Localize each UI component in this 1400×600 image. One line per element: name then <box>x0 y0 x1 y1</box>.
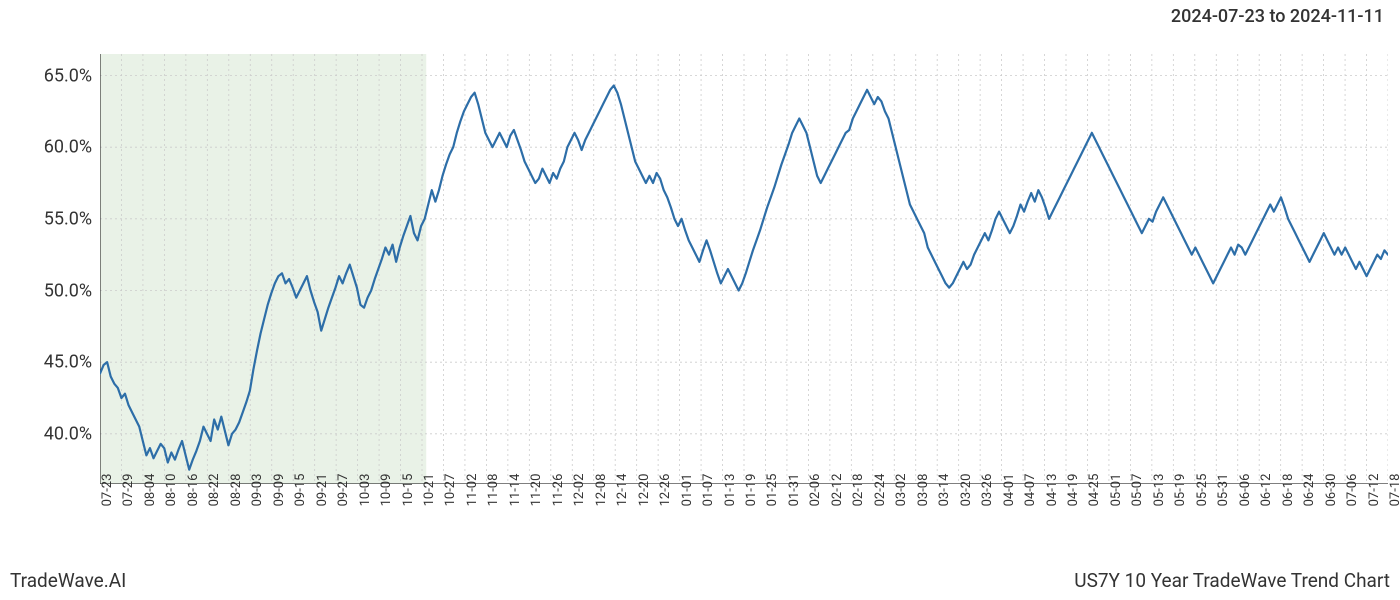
chart-svg <box>100 54 1388 484</box>
x-tick-label: 03-20 <box>959 474 974 507</box>
x-tick-label: 03-02 <box>894 474 909 507</box>
x-tick-label: 09-27 <box>336 474 351 507</box>
brand-label: TradeWave.AI <box>10 569 126 592</box>
y-tick-label: 60.0% <box>12 137 92 158</box>
x-tick-label: 10-27 <box>443 474 458 507</box>
x-tick-label: 01-19 <box>744 474 759 507</box>
x-tick-label: 04-07 <box>1023 474 1038 507</box>
x-tick-label: 12-26 <box>658 474 673 507</box>
x-tick-label: 02-18 <box>851 474 866 507</box>
x-tick-label: 05-19 <box>1173 474 1188 507</box>
x-tick-label: 10-15 <box>401 474 416 507</box>
x-tick-label: 08-16 <box>186 474 201 507</box>
x-tick-label: 11-14 <box>508 474 523 507</box>
x-tick-label: 05-13 <box>1152 474 1167 507</box>
x-tick-label: 06-24 <box>1302 474 1317 507</box>
x-tick-label: 09-03 <box>250 474 265 507</box>
x-tick-label: 05-31 <box>1216 474 1231 507</box>
y-tick-label: 40.0% <box>12 423 92 444</box>
x-tick-label: 03-14 <box>937 474 952 507</box>
x-tick-label: 07-23 <box>100 474 115 507</box>
x-tick-label: 01-25 <box>765 474 780 507</box>
x-tick-label: 04-19 <box>1066 474 1081 507</box>
x-tick-label: 08-04 <box>143 474 158 507</box>
x-tick-label: 06-06 <box>1238 474 1253 507</box>
x-tick-label: 11-20 <box>529 474 544 507</box>
x-tick-label: 07-29 <box>121 474 136 507</box>
x-tick-label: 07-12 <box>1367 474 1382 507</box>
x-tick-label: 05-07 <box>1130 474 1145 507</box>
x-tick-label: 09-21 <box>315 474 330 507</box>
x-tick-label: 12-02 <box>572 474 587 507</box>
x-tick-label: 07-06 <box>1345 474 1360 507</box>
x-tick-label: 06-12 <box>1259 474 1274 507</box>
trend-chart <box>100 54 1388 484</box>
x-tick-label: 04-25 <box>1087 474 1102 507</box>
x-tick-label: 07-18 <box>1388 474 1400 507</box>
x-tick-label: 01-31 <box>787 474 802 507</box>
x-tick-label: 09-09 <box>272 474 287 507</box>
x-tick-label: 12-20 <box>637 474 652 507</box>
x-tick-label: 10-21 <box>422 474 437 507</box>
x-tick-label: 08-28 <box>229 474 244 507</box>
x-tick-label: 02-06 <box>808 474 823 507</box>
x-tick-label: 01-01 <box>680 474 695 507</box>
x-tick-label: 01-07 <box>701 474 716 507</box>
x-tick-label: 04-13 <box>1045 474 1060 507</box>
x-tick-label: 04-01 <box>1002 474 1017 507</box>
date-range-label: 2024-07-23 to 2024-11-11 <box>1171 6 1384 27</box>
x-tick-label: 05-25 <box>1195 474 1210 507</box>
x-tick-label: 10-09 <box>379 474 394 507</box>
x-tick-label: 12-14 <box>615 474 630 507</box>
x-tick-label: 11-26 <box>551 474 566 507</box>
chart-title: US7Y 10 Year TradeWave Trend Chart <box>1074 569 1390 592</box>
x-tick-label: 08-10 <box>164 474 179 507</box>
x-tick-label: 11-02 <box>465 474 480 507</box>
x-tick-label: 03-08 <box>916 474 931 507</box>
y-tick-label: 45.0% <box>12 352 92 373</box>
x-tick-label: 10-03 <box>358 474 373 507</box>
y-tick-label: 65.0% <box>12 65 92 86</box>
x-tick-label: 08-22 <box>207 474 222 507</box>
y-tick-label: 55.0% <box>12 208 92 229</box>
x-tick-label: 06-18 <box>1281 474 1296 507</box>
x-tick-label: 02-12 <box>830 474 845 507</box>
x-tick-label: 01-13 <box>723 474 738 507</box>
x-tick-label: 09-15 <box>293 474 308 507</box>
x-tick-label: 12-08 <box>594 474 609 507</box>
x-tick-label: 06-30 <box>1324 474 1339 507</box>
x-tick-label: 11-08 <box>486 474 501 507</box>
y-tick-label: 50.0% <box>12 280 92 301</box>
x-tick-label: 03-26 <box>980 474 995 507</box>
x-tick-label: 05-01 <box>1109 474 1124 507</box>
x-tick-label: 02-24 <box>873 474 888 507</box>
